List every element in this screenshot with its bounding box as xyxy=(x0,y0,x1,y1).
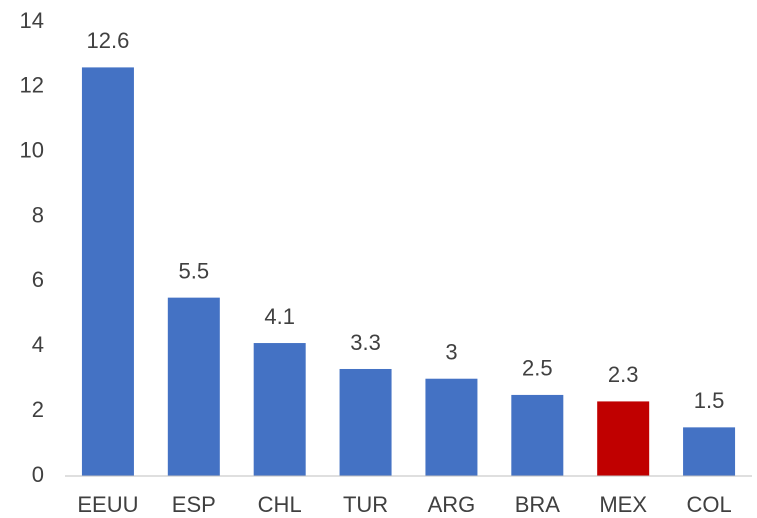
data-label: 1.5 xyxy=(694,388,725,413)
x-tick-label: EEUU xyxy=(77,492,138,517)
data-label: 12.6 xyxy=(87,28,130,53)
y-tick-label: 2 xyxy=(32,397,44,422)
bar xyxy=(81,67,134,477)
bar xyxy=(167,297,220,476)
y-tick-label: 4 xyxy=(32,332,44,357)
y-tick-label: 8 xyxy=(32,202,44,227)
x-tick-label: CHL xyxy=(258,492,302,517)
bar xyxy=(683,427,736,476)
bar xyxy=(511,394,564,476)
bar xyxy=(597,401,650,476)
bar xyxy=(339,368,392,476)
y-tick-label: 14 xyxy=(20,8,44,33)
data-label: 3 xyxy=(445,340,457,365)
x-tick-label: BRA xyxy=(515,492,561,517)
y-tick-label: 10 xyxy=(20,138,44,163)
data-label: 2.5 xyxy=(522,356,553,381)
y-tick-label: 12 xyxy=(20,73,44,98)
data-label: 4.1 xyxy=(264,304,295,329)
y-tick-label: 0 xyxy=(32,462,44,487)
x-tick-label: ARG xyxy=(428,492,476,517)
bar xyxy=(425,378,478,476)
x-tick-label: TUR xyxy=(343,492,388,517)
bar xyxy=(253,343,306,476)
y-tick-label: 6 xyxy=(32,267,44,292)
x-tick-label: ESP xyxy=(172,492,216,517)
x-tick-label: COL xyxy=(686,492,731,517)
x-tick-label: MEX xyxy=(599,492,647,517)
data-label: 3.3 xyxy=(350,330,381,355)
data-label: 2.3 xyxy=(608,362,639,387)
data-label: 5.5 xyxy=(179,258,210,283)
